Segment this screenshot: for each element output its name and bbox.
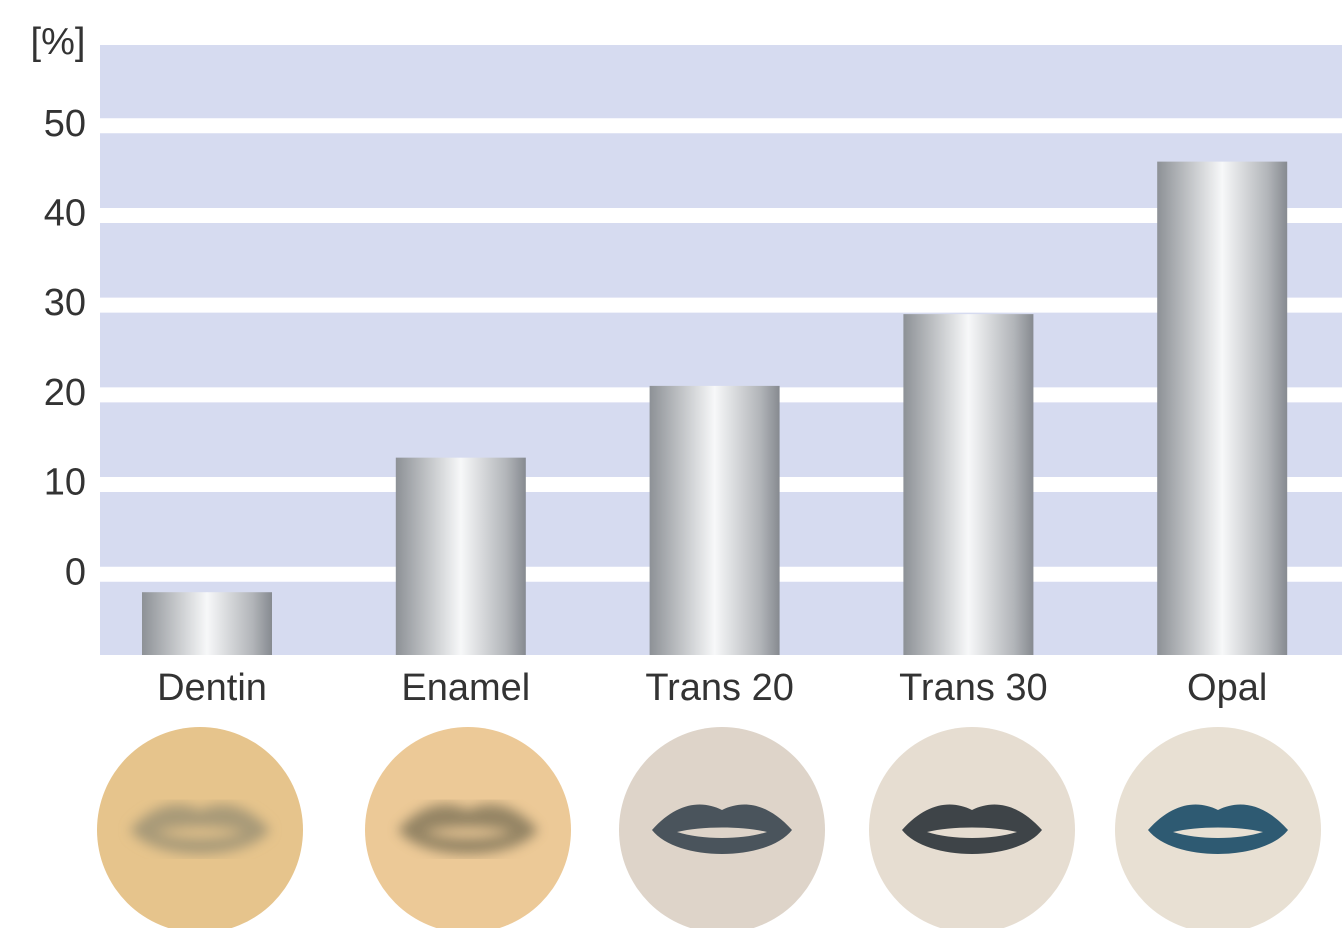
x-tick-label: Dentin xyxy=(157,667,267,709)
y-tick-label: 0 xyxy=(65,551,86,593)
y-tick-label: 30 xyxy=(44,282,86,324)
x-tick-label: Opal xyxy=(1187,667,1267,709)
y-tick-label: 10 xyxy=(44,462,86,504)
y-tick-label: 20 xyxy=(44,372,86,414)
y-tick-label: 40 xyxy=(44,192,86,234)
x-tick-label: Trans 20 xyxy=(645,667,794,709)
shade-samples xyxy=(97,727,1321,928)
bar xyxy=(903,314,1034,655)
x-tick-label: Enamel xyxy=(401,667,530,709)
bar xyxy=(395,457,526,655)
bar xyxy=(1157,161,1288,655)
bar xyxy=(649,385,780,655)
bar xyxy=(142,592,272,655)
y-tick-label: 50 xyxy=(44,103,86,145)
x-tick-label: Trans 30 xyxy=(899,667,1048,709)
y-axis-label: [%] xyxy=(31,21,86,63)
